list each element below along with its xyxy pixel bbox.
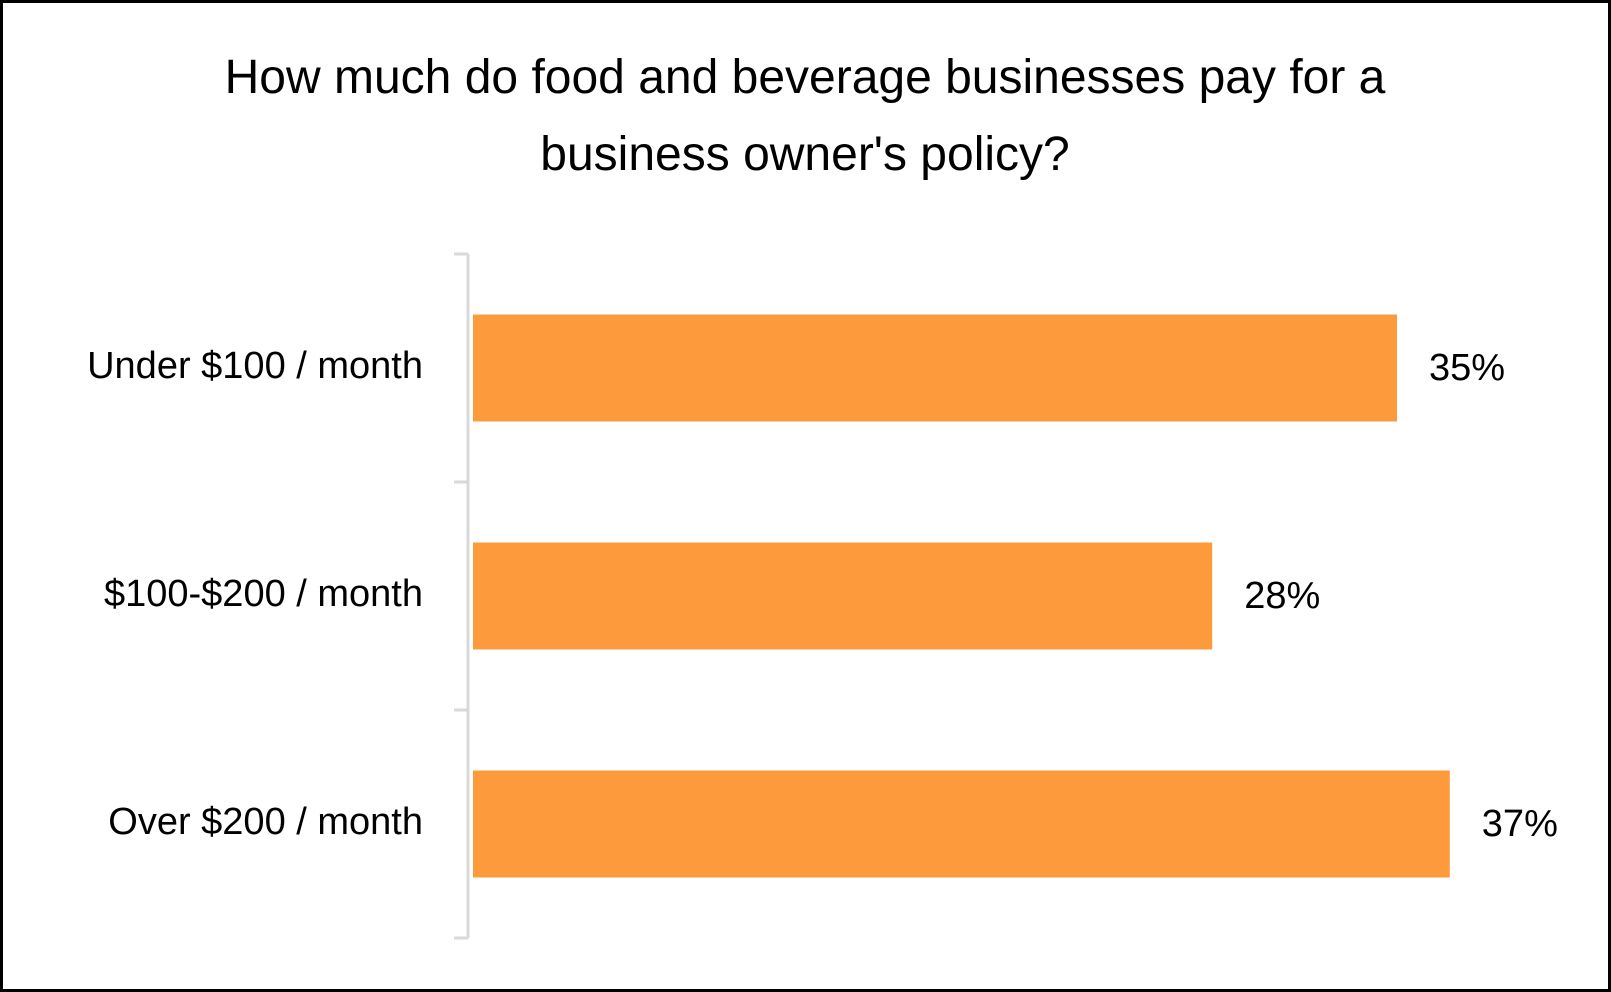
category-label: $100-$200 / month — [104, 573, 423, 615]
value-label: 35% — [1429, 347, 1505, 389]
chart-title: How much do food and beverage businesses… — [225, 51, 1386, 181]
bar — [473, 770, 1450, 878]
value-label: 28% — [1244, 575, 1320, 617]
category-label: Under $100 / month — [87, 345, 423, 387]
category-label: Over $200 / month — [108, 801, 423, 843]
value-label: 37% — [1482, 803, 1558, 845]
bar — [473, 314, 1397, 422]
bar — [473, 542, 1213, 650]
